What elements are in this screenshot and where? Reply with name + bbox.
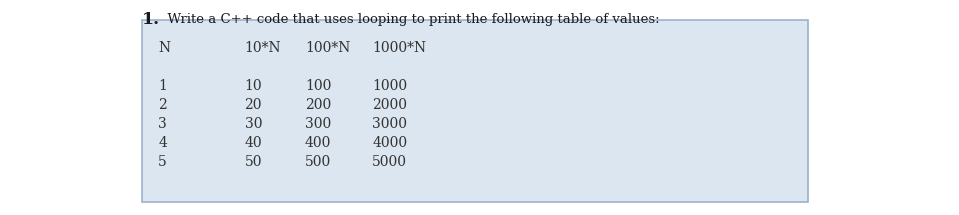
FancyBboxPatch shape: [142, 20, 808, 202]
Text: 100*N: 100*N: [305, 41, 350, 55]
Text: 10: 10: [245, 79, 262, 93]
Text: 5000: 5000: [372, 155, 407, 169]
Text: 500: 500: [305, 155, 331, 169]
Text: 40: 40: [245, 136, 262, 150]
Text: 100: 100: [305, 79, 332, 93]
Text: 50: 50: [245, 155, 262, 169]
Text: 300: 300: [305, 117, 331, 131]
Text: 30: 30: [245, 117, 262, 131]
Text: 400: 400: [305, 136, 332, 150]
Text: 2000: 2000: [372, 98, 407, 112]
Text: 2: 2: [158, 98, 167, 112]
Text: 10*N: 10*N: [245, 41, 281, 55]
Text: 4000: 4000: [372, 136, 408, 150]
Text: N: N: [158, 41, 171, 55]
Text: 1.: 1.: [142, 11, 160, 28]
Text: 1000*N: 1000*N: [372, 41, 426, 55]
Text: 5: 5: [158, 155, 167, 169]
Text: 3000: 3000: [372, 117, 407, 131]
Text: 1000: 1000: [372, 79, 408, 93]
Text: 1: 1: [158, 79, 167, 93]
Text: Write a C++ code that uses looping to print the following table of values:: Write a C++ code that uses looping to pr…: [159, 13, 660, 26]
Text: 3: 3: [158, 117, 167, 131]
Text: 4: 4: [158, 136, 167, 150]
Text: 20: 20: [245, 98, 262, 112]
Text: 200: 200: [305, 98, 331, 112]
